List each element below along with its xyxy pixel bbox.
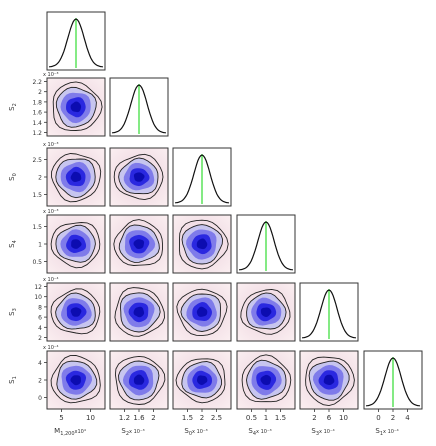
x-tick-label-3-2: 2: [200, 414, 204, 422]
y-axis-label-5: S1: [8, 376, 18, 384]
x-tick-label-3-1: 1.5: [182, 414, 193, 422]
y-axis-exponent-2: x 10⁻³: [43, 142, 59, 148]
density-contour-5-4-5: [260, 307, 272, 317]
x-tick-label-6-3: 4: [405, 414, 410, 422]
y-axis-exponent-1: x 10⁻³: [43, 72, 59, 78]
y-tick-label-3-2: 1: [38, 242, 42, 249]
y-tick-label-2-1: 1.5: [32, 192, 42, 199]
y-tick-label-5-2: 2: [38, 378, 42, 385]
x-tick-label-1-2: 10: [86, 414, 95, 422]
x-axis-label-1: M1,200x10⁴: [54, 427, 86, 437]
density-contour-6-1-5: [70, 375, 81, 386]
y-tick-label-4-6: 12: [34, 284, 42, 291]
marginal-curve-3: [174, 154, 230, 204]
y-tick-label-1-2: 1.4: [32, 120, 42, 127]
density-contour-4-2-5: [133, 239, 145, 249]
density-contour-4-1-5: [71, 239, 82, 249]
y-tick-label-5-1: 0: [38, 395, 42, 402]
y-tick-label-3-1: 0.5: [32, 259, 42, 266]
density-contour-6-5-5: [323, 374, 335, 385]
y-tick-label-1-3: 1.6: [32, 110, 42, 117]
x-tick-label-4-1: 0.5: [246, 414, 257, 422]
y-tick-label-1-4: 1.8: [32, 99, 42, 106]
y-tick-label-4-5: 10: [34, 294, 42, 301]
x-tick-label-4-3: 1.5: [275, 414, 286, 422]
x-tick-label-6-2: 2: [391, 414, 395, 422]
y-tick-label-5-3: 4: [38, 360, 42, 367]
y-tick-label-2-2: 2: [38, 175, 42, 182]
density-contour-3-1-5: [70, 171, 82, 182]
x-tick-label-2-1: 1.2: [119, 414, 130, 422]
y-tick-label-1-6: 2.2: [32, 79, 42, 86]
x-tick-label-5-1: 2: [312, 414, 316, 422]
y-axis-label-1: S2: [8, 103, 18, 111]
density-contour-6-2-5: [133, 374, 145, 385]
density-contour-6-3-5: [197, 375, 208, 385]
x-tick-label-3-3: 2.5: [211, 414, 222, 422]
density-contour-6-4-5: [260, 374, 272, 385]
x-tick-label-2-3: 2: [151, 414, 155, 422]
marginal-curve-2: [111, 84, 167, 134]
marginal-curve-1: [48, 18, 104, 68]
marginal-curve-5: [301, 289, 357, 339]
x-axis-label-2: S2x 10⁻³: [121, 427, 144, 437]
x-tick-label-2-2: 1.6: [133, 414, 145, 422]
x-tick-label-4-2: 1: [264, 414, 268, 422]
y-tick-label-2-3: 2.5: [32, 157, 42, 164]
y-tick-label-1-5: 2: [38, 89, 42, 96]
y-tick-label-1-1: 1.2: [32, 130, 42, 137]
y-axis-exponent-4: x 10⁻⁴: [43, 277, 59, 283]
density-contour-5-3-5: [196, 306, 208, 317]
density-contour-5-2-5: [133, 306, 145, 318]
x-tick-label-1-1: 5: [59, 414, 63, 422]
x-axis-label-6: S1x 10⁻⁴: [375, 427, 398, 437]
marginal-curve-6: [365, 357, 421, 407]
x-tick-label-6-1: 0: [376, 414, 380, 422]
y-axis-exponent-3: x 10⁻³: [43, 209, 59, 215]
x-axis-label-5: S3x 10⁻⁴: [311, 427, 334, 437]
y-axis-label-3: S4: [8, 240, 18, 248]
density-contour-2-1-5: [70, 101, 82, 113]
y-tick-label-3-3: 1.5: [32, 224, 42, 231]
density-contour-5-1-5: [70, 307, 82, 317]
marginal-curve-4: [238, 221, 294, 271]
x-tick-label-5-3: 10: [339, 414, 348, 422]
y-axis-label-2: S0: [8, 173, 18, 181]
y-tick-label-4-1: 2: [38, 335, 42, 342]
x-axis-label-4: S4x 10⁻³: [248, 427, 271, 437]
x-axis-label-3: S0x 10⁻³: [184, 427, 207, 437]
y-tick-label-4-2: 4: [38, 325, 42, 332]
density-contour-4-3-5: [196, 238, 208, 250]
y-axis-exponent-5: x 10⁻⁴: [43, 345, 59, 351]
y-tick-label-4-3: 6: [38, 315, 42, 322]
x-tick-label-5-2: 6: [327, 414, 332, 422]
density-contour-3-2-5: [133, 172, 145, 182]
y-axis-label-4: S3: [8, 308, 18, 316]
y-tick-label-4-4: 8: [38, 304, 42, 311]
